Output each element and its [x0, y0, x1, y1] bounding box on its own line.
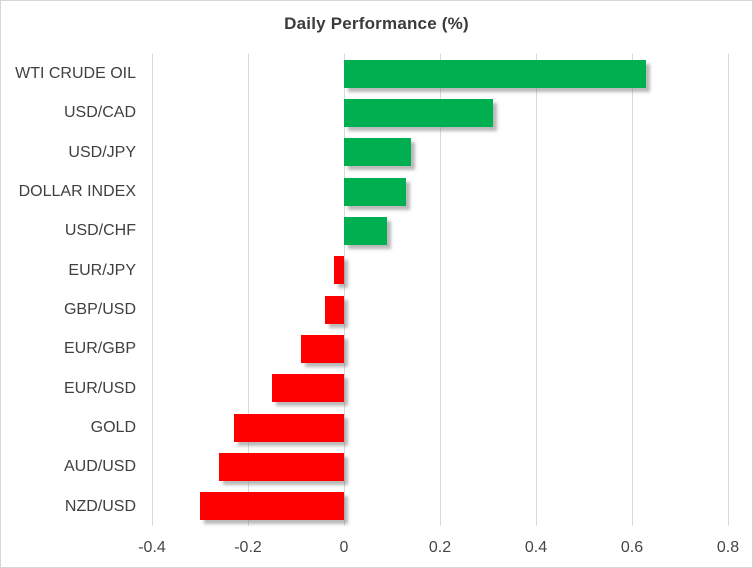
gridline--0.4 — [151, 54, 153, 526]
bar-eur-usd — [272, 374, 344, 403]
bar-wti-crude-oil — [344, 59, 647, 88]
category-label-gbp-usd: GBP/USD — [63, 301, 136, 318]
x-tick-label: -0.2 — [234, 539, 262, 556]
bar-dollar-index — [344, 177, 407, 206]
x-tick-label: 0.4 — [524, 539, 548, 556]
category-label-wti-crude-oil: WTI CRUDE OIL — [15, 65, 136, 82]
gridline-0.6 — [631, 54, 633, 526]
x-tick-label: 0.8 — [716, 539, 740, 556]
bar-nzd-usd — [200, 492, 344, 521]
bar-usd-jpy — [344, 138, 412, 167]
x-tick-label: 0.6 — [620, 539, 644, 556]
plot-area — [151, 54, 729, 526]
x-tick-label: 0 — [339, 539, 349, 556]
category-label-usd-cad: USD/CAD — [63, 104, 136, 122]
category-label-eur-jpy: EUR/JPY — [68, 261, 136, 279]
category-label-gold: GOLD — [90, 419, 136, 436]
category-label-eur-gbp: EUR/GBP — [63, 340, 136, 358]
category-axis: WTI CRUDE OIL USD/CAD USD/JPY DOLLAR INDEX U… — [1, 54, 136, 526]
bar-usd-cad — [344, 99, 493, 127]
gridline-0 — [343, 54, 345, 526]
gridline-0.2 — [439, 54, 441, 526]
x-tick-label: -0.4 — [138, 539, 166, 556]
bar-gold — [233, 413, 344, 442]
gridline--0.2 — [247, 54, 249, 526]
category-label-dollar-index: DOLLAR INDEX — [18, 183, 136, 200]
chart-title: Daily Performance (%) — [284, 14, 469, 33]
bar-usd-chf — [344, 217, 388, 245]
bar-aud-usd — [219, 453, 344, 481]
category-label-aud-usd: AUD/USD — [63, 458, 136, 476]
category-label-eur-usd: EUR/USD — [63, 379, 136, 397]
x-tick-label: 0.2 — [428, 539, 452, 556]
bar-eur-gbp — [300, 335, 344, 363]
category-label-usd-jpy: USD/JPY — [68, 143, 136, 161]
value-axis: -0.4 -0.2 0 0.2 0.4 0.6 0.8 — [1, 539, 752, 561]
bar-eur-jpy — [334, 256, 344, 285]
category-label-nzd-usd: NZD/USD — [64, 497, 136, 515]
gridline-0.4 — [535, 54, 537, 526]
bar-gbp-usd — [324, 295, 344, 324]
category-label-usd-chf: USD/CHF — [64, 222, 136, 240]
gridline-0.8 — [727, 54, 729, 526]
